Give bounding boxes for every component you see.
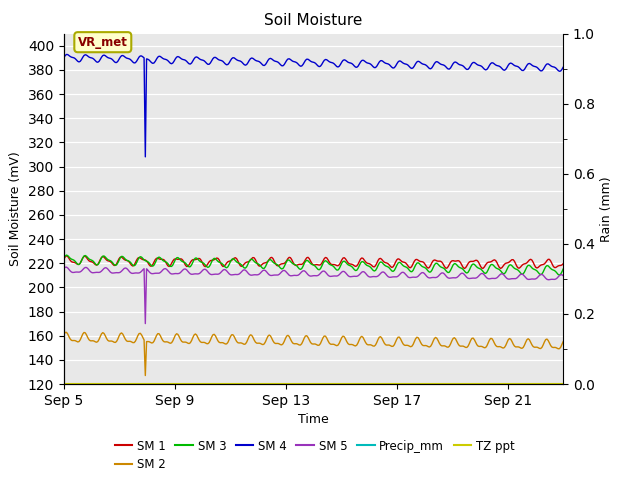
Text: VR_met: VR_met	[78, 36, 128, 48]
Y-axis label: Rain (mm): Rain (mm)	[600, 176, 614, 241]
Title: Soil Moisture: Soil Moisture	[264, 13, 363, 28]
Y-axis label: Soil Moisture (mV): Soil Moisture (mV)	[9, 151, 22, 266]
Legend: SM 1, SM 2, SM 3, SM 4, SM 5, Precip_mm, TZ ppt: SM 1, SM 2, SM 3, SM 4, SM 5, Precip_mm,…	[110, 435, 520, 476]
X-axis label: Time: Time	[298, 413, 329, 426]
